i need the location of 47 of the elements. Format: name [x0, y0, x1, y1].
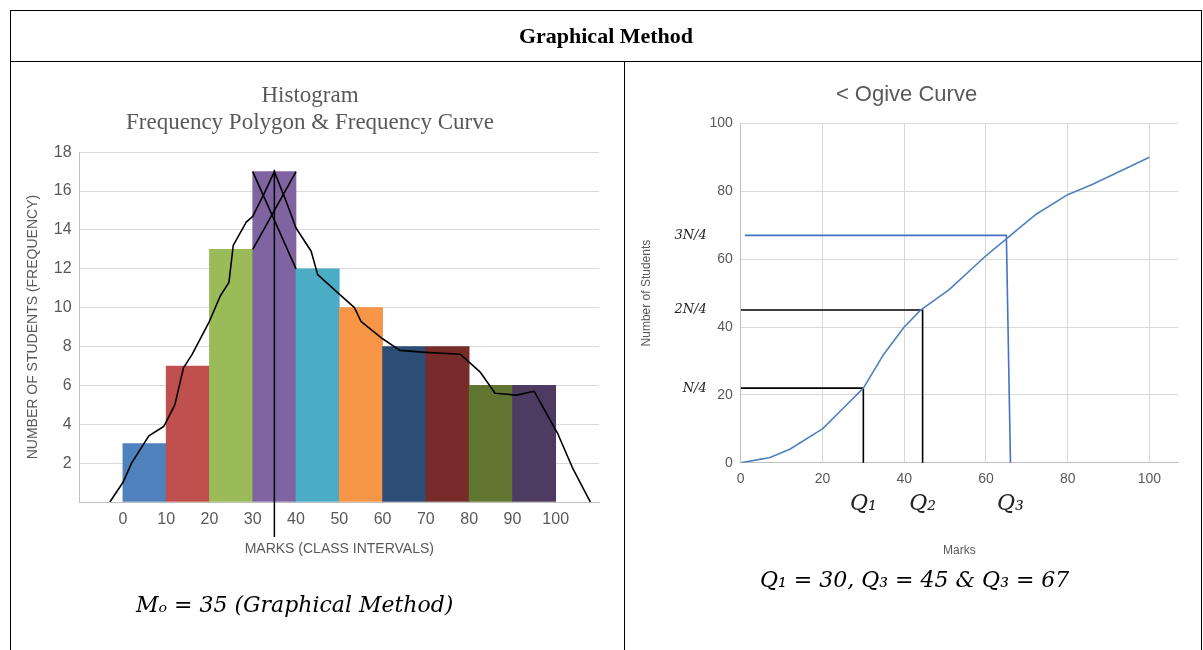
y-tick-label: 10 — [53, 298, 72, 316]
y-tick-label: 6 — [62, 375, 72, 393]
x-tick-label: 50 — [330, 510, 349, 528]
annotation: Q₁ — [849, 489, 877, 515]
y-axis-title: Number of Students — [638, 239, 653, 347]
y-tick-label: 8 — [62, 336, 72, 354]
x-tick-label: 40 — [287, 510, 306, 528]
x-tick-label: 60 — [373, 510, 392, 528]
text: Q₁ = 30, Q₃ = 45 & Q₃ = 67 — [760, 567, 1070, 592]
y-tick-label: 40 — [717, 317, 733, 334]
x-tick-label: 20 — [814, 470, 831, 487]
x-tick-label: 30 — [243, 510, 262, 528]
x-tick-label: 60 — [978, 470, 994, 487]
x-tick-label: 20 — [200, 510, 219, 528]
x-tick-label: 40 — [896, 470, 913, 487]
text: Graphical Method — [11, 11, 1201, 62]
y-tick-label: 0 — [724, 453, 733, 470]
x-tick-label: 0 — [736, 470, 745, 487]
x-tick-label: 80 — [1059, 470, 1076, 487]
annotation: Q₂ — [909, 489, 937, 515]
y-axis-title: NUMBER OF STUDENTS (FREQUENCY) — [24, 194, 41, 460]
x-tick-label: 80 — [460, 510, 479, 528]
x-tick-label: 100 — [542, 510, 570, 528]
chart-title: Histogram Frequency Polygon & Frequency Curve — [126, 81, 494, 135]
y-tick-label: 60 — [717, 250, 733, 267]
y-tick-label: 12 — [53, 259, 72, 277]
text: Mₒ = 35 (Graphical Method) — [136, 592, 454, 617]
y-tick-label: 2 — [62, 453, 72, 471]
y-tick-label: 4 — [62, 414, 72, 432]
x-axis-title: MARKS (CLASS INTERVALS) — [244, 540, 434, 557]
y-tick-label: 80 — [717, 182, 733, 199]
x-tick-label: 0 — [118, 510, 128, 528]
annotation: N/4 — [681, 379, 707, 395]
annotation: Q₃ — [997, 489, 1024, 515]
y-tick-label: 16 — [53, 181, 72, 199]
x-axis-title: Marks — [943, 543, 976, 558]
y-tick-label: 100 — [709, 114, 733, 131]
x-tick-label: 70 — [416, 510, 435, 528]
y-tick-label: 14 — [53, 220, 72, 238]
annotation: 3N/4 — [674, 226, 707, 242]
annotation: 2N/4 — [673, 301, 707, 317]
x-tick-label: 100 — [1137, 470, 1162, 487]
x-tick-label: 90 — [503, 510, 522, 528]
y-tick-label: 20 — [717, 385, 733, 402]
y-tick-label: 18 — [53, 142, 72, 160]
x-tick-label: 10 — [157, 510, 176, 528]
chart-title: < Ogive Curve — [835, 81, 978, 107]
